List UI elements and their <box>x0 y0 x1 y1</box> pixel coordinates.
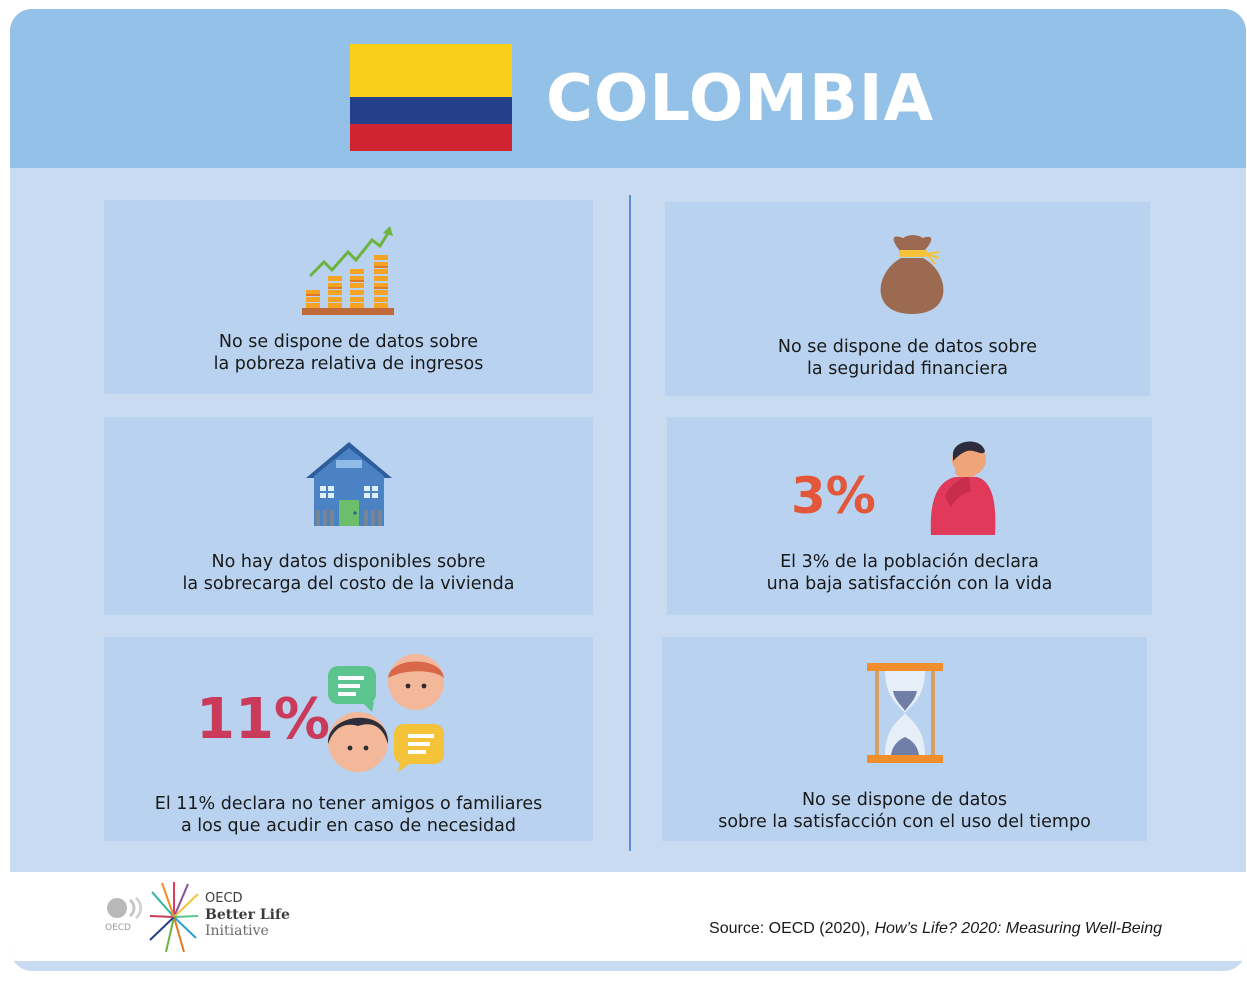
panel-social-support: 11% El 11% declara no tener amigos o fam… <box>104 637 593 841</box>
better-life-burst-icon <box>149 882 199 953</box>
caption-line: a los que acudir en caso de necesidad <box>181 816 516 836</box>
panel-time-satisfaction: No se dispone de datos sobre la satisfac… <box>662 637 1147 841</box>
panel-financial-security: No se dispone de datos sobre la segurida… <box>665 202 1150 396</box>
panel-life-satisfaction: 3% El 3% de la población declara una baj… <box>667 417 1152 615</box>
caption-line: la pobreza relativa de ingresos <box>213 354 484 374</box>
time-satisfaction-caption: No se dispone de datos sobre la satisfac… <box>662 789 1147 833</box>
financial-security-caption: No se dispone de datos sobre la segurida… <box>665 336 1150 380</box>
caption-line: El 3% de la población declara <box>780 552 1039 572</box>
oecd-small-label: OECD <box>105 923 131 932</box>
panel-housing-cost: No hay datos disponibles sobre la sobrec… <box>104 417 593 615</box>
income-poverty-caption: No se dispone de datos sobre la pobreza … <box>104 331 593 375</box>
people-chat-icon <box>327 654 444 772</box>
caption-line: No se dispone de datos sobre <box>218 332 479 352</box>
better-life-logo-text: OECD Better Life Initiative <box>205 891 290 939</box>
caption-line: una baja satisfacción con la vida <box>766 574 1053 594</box>
oecd-logo-icon: OECD <box>105 896 143 932</box>
coin-stacks-growth-icon <box>302 226 394 315</box>
caption-line: la sobrecarga del costo de la vivienda <box>182 574 515 594</box>
housing-cost-caption: No hay datos disponibles sobre la sobrec… <box>104 551 593 595</box>
caption-line: El 11% declara no tener amigos o familia… <box>154 794 543 814</box>
source-prefix: Source: OECD (2020), <box>709 920 875 937</box>
source-title: How’s Life? 2020: Measuring Well-Being <box>874 920 1162 937</box>
header-band: COLOMBIA <box>10 9 1246 168</box>
infographic-card: COLOMBIA No se dispone de datos sobre la… <box>10 9 1246 971</box>
footer: OECD OECD Better Life Initiative <box>10 872 1246 961</box>
money-bag-icon <box>880 235 944 314</box>
source-citation: Source: OECD (2020), How’s Life? 2020: M… <box>709 920 1162 938</box>
caption-line: No hay datos disponibles sobre <box>211 552 486 572</box>
caption-line: No se dispone de datos sobre <box>777 337 1038 357</box>
social-support-caption: El 11% declara no tener amigos o familia… <box>104 793 593 837</box>
panel-income-poverty: No se dispone de datos sobre la pobreza … <box>104 200 593 394</box>
life-satisfaction-caption: El 3% de la población declara una baja s… <box>667 551 1152 595</box>
colombia-flag-icon <box>350 44 512 151</box>
house-icon <box>306 442 392 526</box>
column-divider <box>629 195 631 851</box>
logo-line: Initiative <box>205 923 269 939</box>
caption-line: la seguridad financiera <box>807 359 1008 379</box>
caption-line: sobre la satisfacción con el uso del tie… <box>718 812 1091 832</box>
social-support-value: 11% <box>196 687 331 752</box>
caption-line: No se dispone de datos <box>801 790 1008 810</box>
life-satisfaction-value: 3% <box>791 467 876 525</box>
hourglass-icon <box>867 663 943 763</box>
logo-line: OECD <box>205 891 243 906</box>
distressed-person-icon <box>930 441 996 535</box>
page-title: COLOMBIA <box>546 62 935 136</box>
logo-line: Better Life <box>205 907 290 923</box>
